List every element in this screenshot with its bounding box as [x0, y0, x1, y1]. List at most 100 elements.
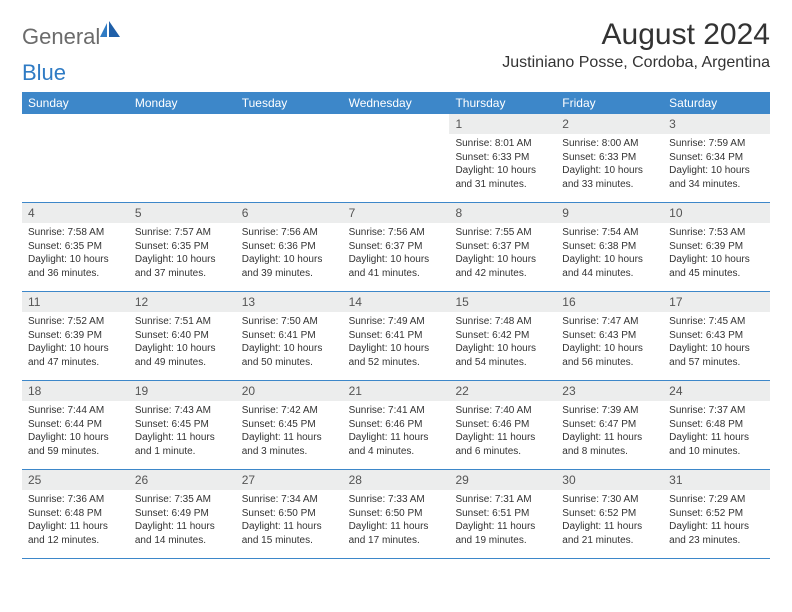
sunset-text: Sunset: 6:34 PM	[669, 151, 764, 165]
day-number: 21	[343, 381, 450, 401]
day-cell: 22Sunrise: 7:40 AMSunset: 6:46 PMDayligh…	[449, 381, 556, 469]
weeks-container: 1Sunrise: 8:01 AMSunset: 6:33 PMDaylight…	[22, 114, 770, 559]
day-body: Sunrise: 7:45 AMSunset: 6:43 PMDaylight:…	[663, 312, 770, 375]
sunrise-text: Sunrise: 7:41 AM	[349, 404, 444, 418]
daylight-text: Daylight: 10 hours and 33 minutes.	[562, 164, 657, 191]
day-body: Sunrise: 7:51 AMSunset: 6:40 PMDaylight:…	[129, 312, 236, 375]
sunrise-text: Sunrise: 7:30 AM	[562, 493, 657, 507]
day-number: 27	[236, 470, 343, 490]
sunrise-text: Sunrise: 7:40 AM	[455, 404, 550, 418]
sunset-text: Sunset: 6:49 PM	[135, 507, 230, 521]
day-cell: 7Sunrise: 7:56 AMSunset: 6:37 PMDaylight…	[343, 203, 450, 291]
day-cell: 25Sunrise: 7:36 AMSunset: 6:48 PMDayligh…	[22, 470, 129, 558]
day-number: 29	[449, 470, 556, 490]
sunset-text: Sunset: 6:46 PM	[455, 418, 550, 432]
day-number: 8	[449, 203, 556, 223]
week-row: 25Sunrise: 7:36 AMSunset: 6:48 PMDayligh…	[22, 470, 770, 559]
day-cell: 21Sunrise: 7:41 AMSunset: 6:46 PMDayligh…	[343, 381, 450, 469]
day-cell: 17Sunrise: 7:45 AMSunset: 6:43 PMDayligh…	[663, 292, 770, 380]
daylight-text: Daylight: 11 hours and 12 minutes.	[28, 520, 123, 547]
sunrise-text: Sunrise: 7:48 AM	[455, 315, 550, 329]
day-number: 2	[556, 114, 663, 134]
day-cell: 20Sunrise: 7:42 AMSunset: 6:45 PMDayligh…	[236, 381, 343, 469]
day-body: Sunrise: 7:59 AMSunset: 6:34 PMDaylight:…	[663, 134, 770, 197]
sunrise-text: Sunrise: 7:42 AM	[242, 404, 337, 418]
day-number	[22, 114, 129, 134]
day-body: Sunrise: 7:36 AMSunset: 6:48 PMDaylight:…	[22, 490, 129, 553]
day-body: Sunrise: 7:30 AMSunset: 6:52 PMDaylight:…	[556, 490, 663, 553]
daylight-text: Daylight: 10 hours and 56 minutes.	[562, 342, 657, 369]
day-body: Sunrise: 7:35 AMSunset: 6:49 PMDaylight:…	[129, 490, 236, 553]
sunset-text: Sunset: 6:33 PM	[562, 151, 657, 165]
day-number: 17	[663, 292, 770, 312]
day-number: 6	[236, 203, 343, 223]
day-cell: 28Sunrise: 7:33 AMSunset: 6:50 PMDayligh…	[343, 470, 450, 558]
sunrise-text: Sunrise: 7:54 AM	[562, 226, 657, 240]
day-body: Sunrise: 7:33 AMSunset: 6:50 PMDaylight:…	[343, 490, 450, 553]
day-body: Sunrise: 7:52 AMSunset: 6:39 PMDaylight:…	[22, 312, 129, 375]
day-number: 25	[22, 470, 129, 490]
weekday-header: Thursday	[449, 92, 556, 114]
day-cell: 5Sunrise: 7:57 AMSunset: 6:35 PMDaylight…	[129, 203, 236, 291]
sunrise-text: Sunrise: 7:56 AM	[242, 226, 337, 240]
day-body: Sunrise: 8:01 AMSunset: 6:33 PMDaylight:…	[449, 134, 556, 197]
daylight-text: Daylight: 11 hours and 17 minutes.	[349, 520, 444, 547]
day-body: Sunrise: 7:44 AMSunset: 6:44 PMDaylight:…	[22, 401, 129, 464]
sunrise-text: Sunrise: 7:50 AM	[242, 315, 337, 329]
sunset-text: Sunset: 6:35 PM	[135, 240, 230, 254]
daylight-text: Daylight: 10 hours and 47 minutes.	[28, 342, 123, 369]
sunrise-text: Sunrise: 7:45 AM	[669, 315, 764, 329]
weekday-header-row: SundayMondayTuesdayWednesdayThursdayFrid…	[22, 92, 770, 114]
day-number: 15	[449, 292, 556, 312]
day-body	[343, 134, 450, 143]
day-number: 10	[663, 203, 770, 223]
sunset-text: Sunset: 6:43 PM	[562, 329, 657, 343]
weekday-header: Friday	[556, 92, 663, 114]
day-number	[236, 114, 343, 134]
day-body: Sunrise: 8:00 AMSunset: 6:33 PMDaylight:…	[556, 134, 663, 197]
sunset-text: Sunset: 6:37 PM	[349, 240, 444, 254]
day-cell: 4Sunrise: 7:58 AMSunset: 6:35 PMDaylight…	[22, 203, 129, 291]
daylight-text: Daylight: 11 hours and 15 minutes.	[242, 520, 337, 547]
weekday-header: Saturday	[663, 92, 770, 114]
day-body: Sunrise: 7:53 AMSunset: 6:39 PMDaylight:…	[663, 223, 770, 286]
day-body: Sunrise: 7:31 AMSunset: 6:51 PMDaylight:…	[449, 490, 556, 553]
day-cell: 30Sunrise: 7:30 AMSunset: 6:52 PMDayligh…	[556, 470, 663, 558]
daylight-text: Daylight: 11 hours and 4 minutes.	[349, 431, 444, 458]
sunrise-text: Sunrise: 7:39 AM	[562, 404, 657, 418]
sunset-text: Sunset: 6:40 PM	[135, 329, 230, 343]
day-number: 23	[556, 381, 663, 401]
sunrise-text: Sunrise: 7:36 AM	[28, 493, 123, 507]
day-cell: 6Sunrise: 7:56 AMSunset: 6:36 PMDaylight…	[236, 203, 343, 291]
sunset-text: Sunset: 6:43 PM	[669, 329, 764, 343]
daylight-text: Daylight: 11 hours and 3 minutes.	[242, 431, 337, 458]
sunset-text: Sunset: 6:42 PM	[455, 329, 550, 343]
daylight-text: Daylight: 10 hours and 44 minutes.	[562, 253, 657, 280]
sunset-text: Sunset: 6:48 PM	[669, 418, 764, 432]
daylight-text: Daylight: 10 hours and 59 minutes.	[28, 431, 123, 458]
sunrise-text: Sunrise: 7:51 AM	[135, 315, 230, 329]
day-number: 14	[343, 292, 450, 312]
sunset-text: Sunset: 6:39 PM	[669, 240, 764, 254]
weekday-header: Sunday	[22, 92, 129, 114]
day-cell	[22, 114, 129, 202]
day-body: Sunrise: 7:55 AMSunset: 6:37 PMDaylight:…	[449, 223, 556, 286]
sunrise-text: Sunrise: 7:56 AM	[349, 226, 444, 240]
day-number: 3	[663, 114, 770, 134]
day-cell: 29Sunrise: 7:31 AMSunset: 6:51 PMDayligh…	[449, 470, 556, 558]
day-cell: 9Sunrise: 7:54 AMSunset: 6:38 PMDaylight…	[556, 203, 663, 291]
sunset-text: Sunset: 6:35 PM	[28, 240, 123, 254]
day-number: 20	[236, 381, 343, 401]
day-cell: 2Sunrise: 8:00 AMSunset: 6:33 PMDaylight…	[556, 114, 663, 202]
sunset-text: Sunset: 6:51 PM	[455, 507, 550, 521]
sunset-text: Sunset: 6:45 PM	[135, 418, 230, 432]
sunrise-text: Sunrise: 7:34 AM	[242, 493, 337, 507]
title-block: August 2024 Justiniano Posse, Cordoba, A…	[502, 18, 770, 72]
daylight-text: Daylight: 10 hours and 41 minutes.	[349, 253, 444, 280]
sunrise-text: Sunrise: 7:35 AM	[135, 493, 230, 507]
sunset-text: Sunset: 6:41 PM	[242, 329, 337, 343]
daylight-text: Daylight: 11 hours and 21 minutes.	[562, 520, 657, 547]
day-number: 1	[449, 114, 556, 134]
day-cell: 16Sunrise: 7:47 AMSunset: 6:43 PMDayligh…	[556, 292, 663, 380]
daylight-text: Daylight: 11 hours and 6 minutes.	[455, 431, 550, 458]
